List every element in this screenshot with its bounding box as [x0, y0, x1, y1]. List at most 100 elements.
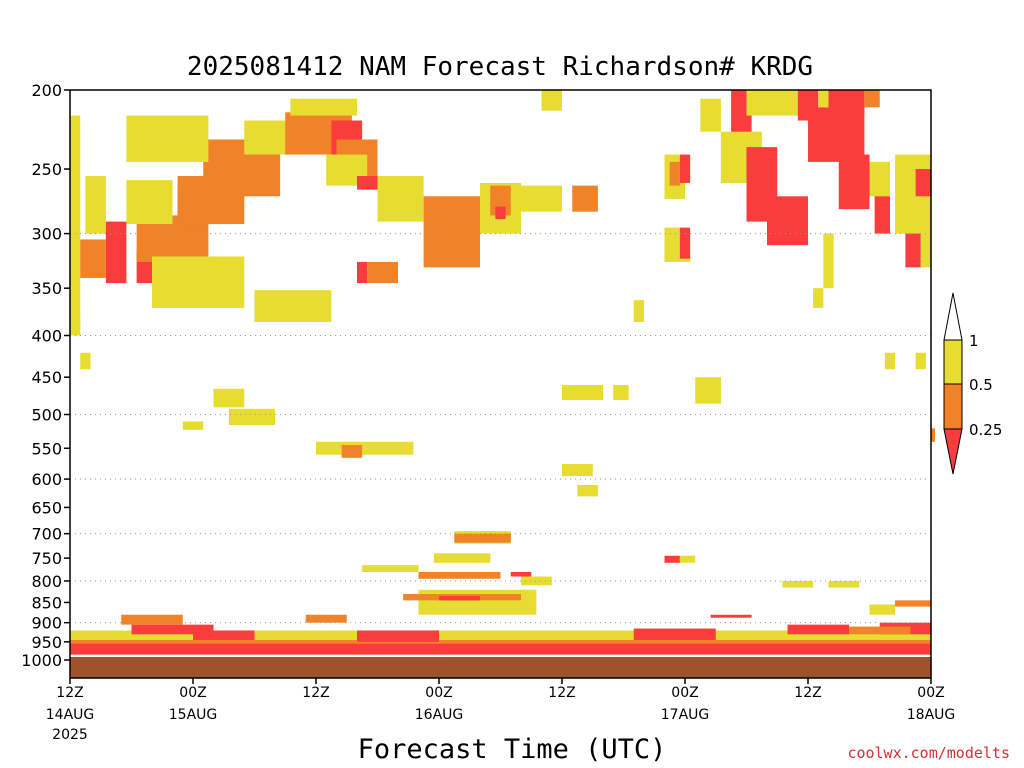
x-tick-label: 00Z — [179, 685, 206, 701]
ri-cell — [695, 377, 721, 404]
ri-cell — [864, 90, 880, 108]
ri-cell — [869, 604, 896, 615]
ri-cell — [182, 421, 204, 430]
y-tick-label: 250 — [31, 160, 62, 179]
y-tick-label: 800 — [31, 572, 62, 591]
x-tick-label: 12Z — [56, 685, 83, 701]
ri-cell — [767, 196, 808, 246]
x-tick-year: 2025 — [52, 727, 88, 743]
ri-cell — [357, 261, 368, 284]
ri-cell — [105, 221, 127, 284]
ri-cell — [838, 154, 870, 210]
x-tick-date: 16AUG — [415, 707, 464, 723]
colorbar-gt1 — [943, 292, 963, 341]
ri-cell — [577, 484, 598, 497]
y-tick-label: 600 — [31, 470, 62, 489]
ri-cell — [521, 576, 552, 586]
y-tick-label: 750 — [31, 549, 62, 568]
y-axis-ticks: 200 250 300 350 400 450 500 550 600 650 700 750 800 8… — [21, 81, 70, 670]
ri-cell — [915, 169, 931, 197]
ri-cell — [664, 555, 680, 563]
y-tick-label: 1000 — [21, 651, 62, 670]
ri-cell — [228, 408, 275, 425]
ri-cell — [669, 161, 680, 186]
ri-cell — [521, 185, 562, 212]
colorbar-red — [943, 428, 963, 475]
y-tick-label: 300 — [31, 225, 62, 244]
x-tick-date: 15AUG — [169, 707, 218, 723]
ri-cell — [787, 624, 849, 635]
ri-cell — [121, 614, 183, 625]
ri-cell — [849, 626, 911, 635]
x-tick-label: 00Z — [425, 685, 452, 701]
x-tick-date: 18AUG — [907, 707, 956, 723]
ri-cell — [915, 352, 926, 370]
ri-cell — [813, 288, 824, 308]
ri-cell — [808, 107, 865, 162]
ri-cell — [823, 233, 834, 289]
ri-cell — [874, 196, 890, 234]
ri-cell — [562, 464, 593, 477]
ri-cell — [357, 176, 378, 190]
y-tick-label: 500 — [31, 406, 62, 425]
ri-cell — [679, 227, 691, 259]
colorbar-label: 0.5 — [969, 376, 993, 394]
ri-cell — [362, 565, 419, 573]
terrain-fill — [70, 657, 931, 678]
ri-cell — [679, 555, 696, 563]
ri-cell — [357, 630, 439, 642]
x-tick-label: 00Z — [671, 685, 698, 701]
y-tick-label: 900 — [31, 614, 62, 633]
ri-cell — [126, 115, 209, 162]
ri-cell — [439, 596, 480, 601]
ri-cell — [905, 233, 921, 268]
ri-cell — [213, 388, 245, 408]
y-tick-label: 700 — [31, 525, 62, 544]
y-tick-label: 450 — [31, 368, 62, 387]
ri-cell — [454, 533, 511, 543]
pressure-gridlines — [70, 233, 931, 624]
colorbar: 1 0.5 0.25 — [943, 292, 1002, 475]
ri-cell — [423, 196, 480, 268]
x-axis-ticks: 12Z 14AUG 2025 00Z 15AUG 12Z 00Z 16AUG 12Z 00Z 17A… — [46, 678, 956, 743]
colorbar-label: 0.25 — [969, 421, 1002, 439]
x-tick-label: 00Z — [917, 685, 944, 701]
ri-cell — [193, 630, 255, 640]
ri-cell — [316, 441, 414, 455]
ri-cell — [510, 572, 532, 577]
colorbar-yellow — [943, 339, 963, 385]
x-tick-label: 12Z — [302, 685, 329, 701]
ri-cell — [433, 553, 491, 563]
y-tick-label: 650 — [31, 498, 62, 517]
ri-cell — [746, 90, 798, 116]
ri-cell — [254, 290, 332, 322]
y-tick-label: 400 — [31, 326, 62, 345]
ri-cell — [80, 239, 106, 278]
x-tick-label: 12Z — [794, 685, 821, 701]
ri-cell — [895, 600, 931, 607]
ri-cell — [495, 206, 506, 220]
ri-cell — [710, 614, 752, 618]
ri-cell — [613, 384, 629, 401]
ri-cell — [418, 589, 537, 615]
ri-cell — [541, 90, 562, 111]
ri-cell — [70, 115, 81, 336]
x-axis-title: Forecast Time (UTC) — [358, 734, 667, 765]
ri-cell — [418, 572, 501, 579]
plot-frame — [69, 89, 932, 679]
ri-cell-group — [70, 90, 935, 655]
ri-cell — [828, 90, 865, 116]
ri-cell — [679, 154, 691, 183]
ri-cell — [633, 628, 716, 640]
y-tick-label: 200 — [31, 81, 62, 100]
y-tick-label: 950 — [31, 633, 62, 652]
ri-cell — [341, 445, 363, 458]
ri-cell — [572, 185, 598, 212]
ri-cell — [70, 643, 931, 655]
ri-cell — [85, 176, 106, 234]
x-tick-label: 12Z — [548, 685, 575, 701]
y-tick-label: 350 — [31, 279, 62, 298]
ri-cell — [152, 256, 245, 308]
y-tick-label: 550 — [31, 439, 62, 458]
